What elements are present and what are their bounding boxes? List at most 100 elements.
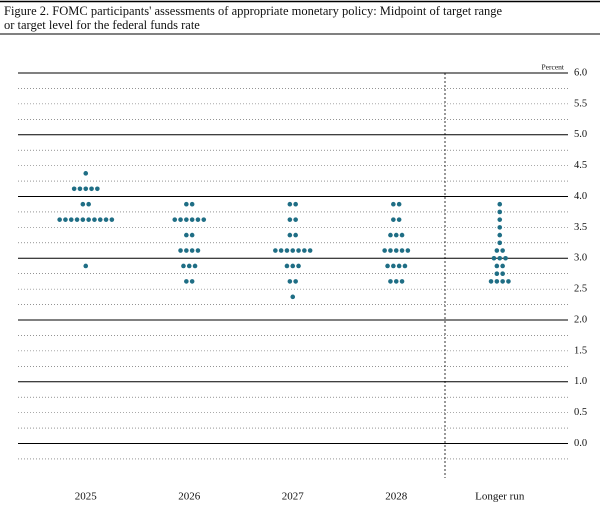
dot <box>80 217 86 222</box>
dot <box>89 186 94 192</box>
dot <box>391 201 396 207</box>
dot <box>293 217 298 222</box>
dot <box>388 279 393 284</box>
dot <box>83 171 89 176</box>
dot <box>184 201 189 207</box>
y-tick-label: 4.0 <box>574 191 587 202</box>
dot <box>195 248 201 253</box>
dot <box>83 186 89 192</box>
dot <box>189 232 195 238</box>
dot <box>307 248 313 253</box>
y-tick-label: 5.0 <box>574 129 587 140</box>
y-tick-label: 1.0 <box>574 376 587 387</box>
dot <box>71 186 77 192</box>
dot <box>488 279 494 284</box>
y-tick-label: 3.0 <box>574 253 587 264</box>
dot <box>178 217 183 222</box>
y-unit: Percent <box>542 63 565 72</box>
chart-title: or target level for the federal funds ra… <box>4 18 200 32</box>
y-tick-label: 0.5 <box>574 407 587 418</box>
x-tick-label: 2027 <box>282 491 305 503</box>
dot <box>382 248 387 253</box>
dot <box>500 263 505 269</box>
y-tick-label: 3.5 <box>574 222 587 233</box>
dot <box>273 248 278 253</box>
x-tick-label: 2025 <box>75 491 98 503</box>
dot <box>57 217 62 222</box>
dot <box>184 232 189 238</box>
dot <box>497 240 503 246</box>
dot <box>83 263 89 269</box>
dot <box>405 248 411 253</box>
dot <box>494 279 500 284</box>
dot <box>293 201 298 207</box>
dot <box>63 217 68 222</box>
dot <box>290 294 296 300</box>
dot <box>393 248 399 253</box>
dot <box>506 279 511 284</box>
dot <box>68 217 74 222</box>
dot <box>189 217 195 222</box>
dot <box>500 248 505 253</box>
dot <box>399 279 405 284</box>
y-tick-label: 2.0 <box>574 314 587 325</box>
dot <box>302 248 307 253</box>
dot <box>287 279 293 284</box>
dot <box>494 271 500 276</box>
dot <box>278 248 284 253</box>
dot <box>399 248 405 253</box>
dot <box>184 279 189 284</box>
dot <box>497 201 503 207</box>
dot <box>80 201 86 207</box>
dot <box>290 263 296 269</box>
dot <box>388 232 393 238</box>
dot <box>396 263 402 269</box>
dot <box>86 201 91 207</box>
dot <box>393 232 399 238</box>
dot <box>385 263 390 269</box>
dot <box>109 217 115 222</box>
dot <box>500 279 505 284</box>
y-tick-label: 1.5 <box>574 345 587 356</box>
x-tick-label: 2026 <box>178 491 201 503</box>
dot <box>97 217 103 222</box>
dot <box>284 248 290 253</box>
dot <box>388 248 393 253</box>
dot <box>189 201 195 207</box>
dot <box>391 263 396 269</box>
y-tick-label: 0.0 <box>574 438 587 449</box>
dot <box>393 279 399 284</box>
dot <box>77 186 83 192</box>
dot <box>494 263 500 269</box>
y-tick-label: 2.5 <box>574 284 587 295</box>
dot <box>503 255 508 261</box>
dot <box>497 209 503 215</box>
x-tick-label: Longer run <box>475 491 525 503</box>
dot <box>195 217 201 222</box>
chart-title: Figure 2. FOMC participants' assessments… <box>4 4 503 18</box>
dot <box>293 232 298 238</box>
y-tick-label: 4.5 <box>574 160 587 171</box>
dot <box>290 248 296 253</box>
dot <box>172 217 178 222</box>
dot <box>189 279 195 284</box>
dot <box>178 248 183 253</box>
dot <box>181 263 186 269</box>
dot <box>296 248 301 253</box>
y-tick-label: 6.0 <box>574 67 587 78</box>
dot <box>287 201 293 207</box>
dot <box>95 186 100 192</box>
dot <box>186 263 192 269</box>
dot <box>201 217 207 222</box>
dot <box>494 248 500 253</box>
dot <box>497 225 503 230</box>
x-tick-label: 2028 <box>385 491 408 503</box>
dot <box>287 232 293 238</box>
dot <box>189 248 195 253</box>
dot <box>500 271 505 276</box>
dot <box>296 263 301 269</box>
dot <box>491 255 497 261</box>
dot <box>396 201 402 207</box>
dot <box>92 217 97 222</box>
